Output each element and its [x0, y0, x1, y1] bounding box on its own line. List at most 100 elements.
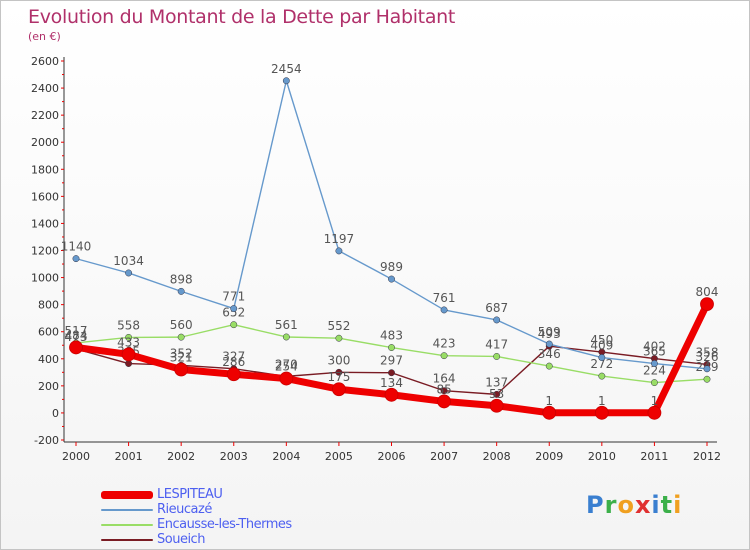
data-label: 346 — [538, 347, 561, 361]
data-label: 254 — [275, 360, 298, 374]
data-label: 365 — [643, 345, 666, 359]
legend-swatch — [101, 523, 153, 526]
y-tick-label: 1400 — [31, 217, 59, 230]
data-label: 558 — [117, 318, 140, 332]
x-tick-label: 2007 — [430, 450, 458, 463]
data-point — [279, 371, 294, 386]
legend-swatch — [101, 490, 153, 499]
data-label: 517 — [65, 324, 88, 338]
data-point — [332, 382, 346, 397]
data-label: 898 — [170, 272, 193, 286]
data-point — [440, 352, 448, 360]
data-label: 224 — [643, 364, 666, 378]
data-label: 652 — [222, 306, 245, 320]
data-label: 272 — [590, 357, 613, 371]
y-tick-label: -200 — [34, 434, 59, 447]
chart-unit: (en €) — [28, 30, 61, 43]
data-point — [335, 247, 343, 255]
data-label: 493 — [538, 327, 561, 341]
data-point — [388, 344, 395, 352]
data-label: 286 — [222, 355, 245, 369]
data-point — [440, 306, 448, 314]
data-label: 484 — [65, 328, 88, 342]
data-point — [493, 390, 501, 398]
data-point — [335, 368, 343, 376]
y-tick-label: 2400 — [31, 82, 59, 95]
data-label: 321 — [170, 350, 193, 364]
data-label: 804 — [696, 285, 719, 299]
data-label: 433 — [117, 335, 140, 349]
data-point — [177, 287, 185, 295]
x-tick-label: 2009 — [535, 450, 563, 463]
x-tick-label: 2000 — [62, 450, 90, 463]
data-label: 300 — [327, 353, 350, 367]
data-label: 175 — [327, 370, 350, 384]
data-point — [226, 367, 241, 382]
data-point — [388, 275, 395, 283]
data-point — [647, 405, 662, 420]
data-point — [493, 353, 501, 360]
legend-item: LESPITEAU — [101, 487, 292, 502]
data-label: 687 — [485, 301, 508, 315]
data-point — [384, 387, 399, 402]
data-label: 1 — [598, 394, 606, 408]
chart-title: Evolution du Montant de la Dette par Hab… — [28, 6, 456, 28]
data-label: 1197 — [324, 232, 355, 246]
data-point — [230, 305, 238, 313]
data-point — [335, 334, 343, 342]
data-label: 450 — [590, 333, 613, 347]
x-tick-label: 2012 — [693, 450, 721, 463]
data-label: 402 — [643, 340, 666, 354]
proxiti-logo: Proxiti — [586, 491, 683, 519]
data-point — [650, 379, 658, 387]
data-label: 761 — [433, 291, 456, 305]
data-point — [125, 269, 133, 277]
legend-swatch — [101, 508, 153, 511]
data-label: 297 — [380, 354, 403, 368]
data-label: 561 — [275, 318, 298, 332]
data-label: 358 — [696, 345, 719, 359]
data-point — [703, 375, 711, 383]
data-label: 1 — [545, 394, 553, 408]
data-label: 1 — [651, 394, 659, 408]
data-label: 771 — [222, 290, 245, 304]
data-label: 1034 — [113, 254, 144, 268]
legend-item: Encausse-les-Thermes — [101, 517, 292, 532]
y-tick-label: 0 — [52, 407, 59, 420]
data-point — [440, 387, 448, 395]
data-point — [125, 333, 133, 341]
data-label: 417 — [485, 337, 508, 351]
x-tick-label: 2001 — [115, 450, 143, 463]
data-label: 473 — [65, 330, 88, 344]
y-tick-label: 600 — [38, 326, 59, 339]
y-tick-label: 1200 — [31, 245, 59, 258]
data-point — [230, 321, 238, 329]
y-tick-label: 400 — [38, 353, 59, 366]
data-label: 270 — [275, 357, 298, 371]
x-tick-label: 2003 — [220, 450, 248, 463]
x-tick-label: 2011 — [640, 450, 668, 463]
legend-label: LESPITEAU — [157, 487, 223, 502]
data-point — [489, 398, 504, 413]
data-label: 560 — [170, 318, 193, 332]
y-tick-label: 1800 — [31, 163, 59, 176]
x-tick-label: 2008 — [483, 450, 511, 463]
y-tick-label: 2600 — [31, 55, 59, 68]
data-point — [69, 340, 83, 355]
data-label: 164 — [433, 372, 456, 386]
data-label: 326 — [696, 350, 719, 364]
x-tick-label: 2002 — [167, 450, 195, 463]
y-tick-label: 200 — [38, 380, 59, 393]
data-point — [282, 333, 290, 341]
data-point — [437, 394, 451, 409]
legend-label: Encausse-les-Thermes — [157, 517, 292, 532]
data-point — [72, 255, 80, 263]
data-label: 509 — [538, 325, 561, 339]
y-tick-label: 2000 — [31, 136, 59, 149]
legend-item: Soueich — [101, 532, 292, 547]
y-tick-label: 1600 — [31, 190, 59, 203]
data-label: 134 — [380, 376, 403, 390]
data-label: 2454 — [271, 62, 302, 76]
